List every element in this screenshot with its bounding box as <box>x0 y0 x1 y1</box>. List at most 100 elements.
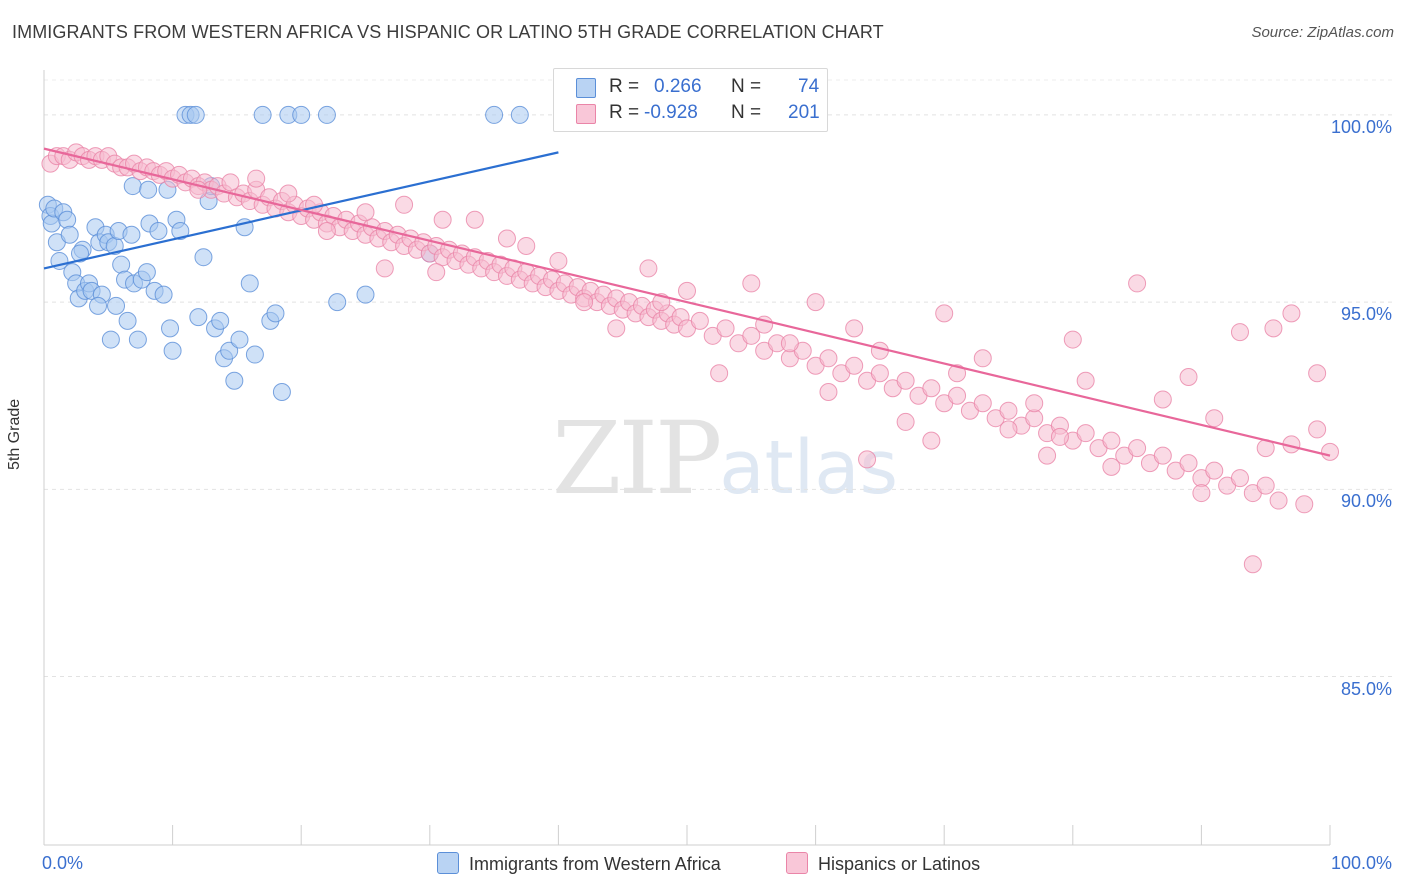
y-tick-label: 100.0% <box>1330 116 1392 137</box>
point-hispanics <box>607 319 626 338</box>
point-western-africa <box>510 105 529 124</box>
legend-r-label: R = <box>609 76 640 97</box>
point-western-africa <box>149 221 168 240</box>
point-hispanics <box>1128 274 1147 293</box>
y-axis-label: 5th Grade <box>6 398 23 470</box>
point-hispanics <box>999 420 1018 439</box>
legend-item-western-africa: Immigrants from Western Africa <box>437 852 721 875</box>
y-tick-label: 95.0% <box>1340 304 1392 325</box>
chart-title: IMMIGRANTS FROM WESTERN AFRICA VS HISPAN… <box>12 22 884 42</box>
point-hispanics <box>497 229 516 248</box>
point-hispanics <box>356 203 375 222</box>
point-hispanics <box>465 210 484 229</box>
point-western-africa <box>317 105 336 124</box>
point-hispanics <box>1102 457 1121 476</box>
point-hispanics <box>896 371 915 390</box>
point-hispanics <box>433 210 452 229</box>
trend-lines <box>43 147 1331 457</box>
point-hispanics <box>639 259 658 278</box>
point-western-africa <box>154 285 173 304</box>
point-hispanics <box>1230 323 1249 342</box>
point-western-africa <box>71 244 90 263</box>
point-hispanics <box>221 173 240 192</box>
trend-line-hispanics <box>43 147 1331 457</box>
point-hispanics <box>870 364 889 383</box>
point-hispanics <box>1128 439 1147 458</box>
point-western-africa <box>485 105 504 124</box>
point-hispanics <box>1264 319 1283 338</box>
point-western-africa <box>161 319 180 338</box>
point-western-africa <box>266 304 285 323</box>
point-hispanics <box>375 259 394 278</box>
point-hispanics <box>935 304 954 323</box>
point-western-africa <box>163 341 182 360</box>
point-hispanics <box>999 401 1018 420</box>
point-hispanics <box>742 274 761 293</box>
legend-r-value: -0.928 <box>644 102 698 123</box>
point-hispanics <box>780 334 799 353</box>
point-hispanics <box>279 184 298 203</box>
point-hispanics <box>1076 371 1095 390</box>
point-hispanics <box>948 364 967 383</box>
point-western-africa <box>122 225 141 244</box>
point-hispanics <box>1153 446 1172 465</box>
point-hispanics <box>896 412 915 431</box>
point-western-africa <box>101 330 120 349</box>
point-hispanics <box>870 341 889 360</box>
point-hispanics <box>1102 431 1121 450</box>
point-hispanics <box>922 431 941 450</box>
point-western-africa <box>123 177 142 196</box>
point-hispanics <box>1205 461 1224 480</box>
point-hispanics <box>819 382 838 401</box>
point-hispanics <box>1153 390 1172 409</box>
y-tick-label: 85.0% <box>1340 678 1392 699</box>
point-western-africa <box>220 341 239 360</box>
legend-swatch-blue <box>576 78 596 98</box>
point-hispanics <box>1050 427 1069 446</box>
point-western-africa <box>240 274 259 293</box>
point-western-africa <box>171 221 190 240</box>
point-western-africa <box>230 330 249 349</box>
legend-label-western-africa: Immigrants from Western Africa <box>469 854 721 874</box>
point-hispanics <box>1025 409 1044 428</box>
point-western-africa <box>60 225 79 244</box>
point-hispanics <box>710 364 729 383</box>
point-hispanics <box>1269 491 1288 510</box>
legend-r-value: 0.266 <box>654 76 702 97</box>
point-western-africa <box>292 105 311 124</box>
point-hispanics <box>845 319 864 338</box>
legend-n-label: N = <box>731 102 762 123</box>
point-western-africa <box>328 293 347 312</box>
point-hispanics <box>1256 476 1275 495</box>
point-western-africa <box>225 371 244 390</box>
point-hispanics <box>1308 364 1327 383</box>
point-hispanics <box>742 326 761 345</box>
legend-swatch-blue <box>437 852 459 874</box>
point-western-africa <box>137 263 156 282</box>
point-hispanics <box>575 293 594 312</box>
legend-n-value: 74 <box>798 76 820 97</box>
point-hispanics <box>317 221 336 240</box>
point-hispanics <box>1308 420 1327 439</box>
legend-swatch-pink <box>786 852 808 874</box>
point-hispanics <box>1321 442 1339 461</box>
point-hispanics <box>549 251 568 270</box>
point-hispanics <box>973 394 992 413</box>
x-tick-label-min: 0.0% <box>42 853 84 873</box>
point-hispanics <box>858 450 877 469</box>
point-western-africa <box>89 296 108 315</box>
point-hispanics <box>1230 469 1249 488</box>
data-points <box>38 105 1339 574</box>
point-hispanics <box>1205 409 1224 428</box>
point-hispanics <box>1025 394 1044 413</box>
point-hispanics <box>1063 330 1082 349</box>
point-hispanics <box>1282 304 1301 323</box>
point-western-africa <box>356 285 375 304</box>
legend-r-label: R = <box>609 102 640 123</box>
point-hispanics <box>427 263 446 282</box>
point-western-africa <box>253 105 272 124</box>
correlation-legend: R = 0.266 N = 74 R = -0.928 N = 201 <box>553 68 828 132</box>
point-hispanics <box>1179 454 1198 473</box>
point-western-africa <box>272 382 291 401</box>
